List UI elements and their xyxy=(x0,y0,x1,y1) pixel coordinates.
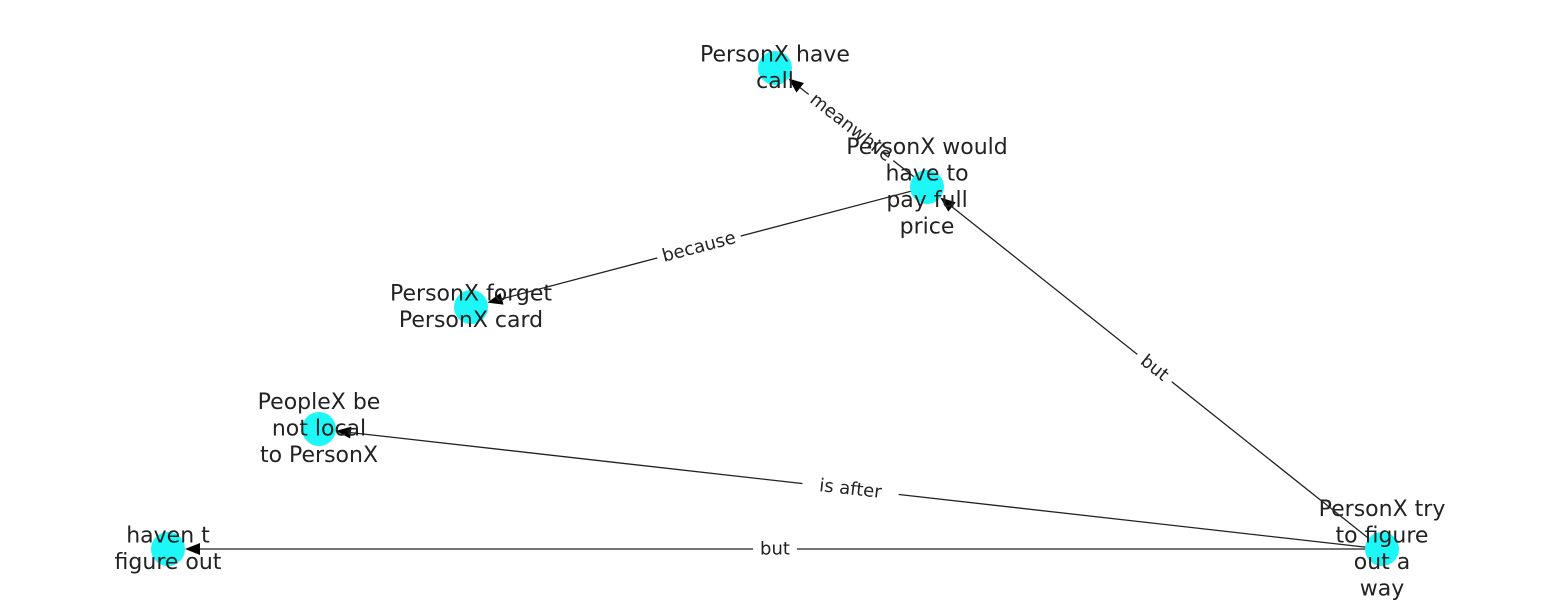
node-label-line: out a xyxy=(1354,550,1411,575)
node-label-line: price xyxy=(900,214,955,239)
edge-label-text: because xyxy=(660,227,738,266)
node-forget xyxy=(454,290,488,324)
node-label-line: call xyxy=(756,69,794,94)
arrowhead-try-to-haven xyxy=(185,543,200,555)
node-label-line: way xyxy=(1360,576,1405,601)
node-label-line: pay full xyxy=(886,188,967,213)
node-label-line: PeopleX be xyxy=(258,390,381,415)
arrowhead-try-to-pay xyxy=(940,197,956,212)
node-label-line: to PersonX xyxy=(260,443,378,468)
edge-label-try-to-pay: but xyxy=(1129,344,1180,392)
edge-label-background xyxy=(801,84,901,171)
edge-label-background xyxy=(1129,344,1180,392)
node-label-line: have to xyxy=(885,161,968,186)
node-label-call: PersonX have call xyxy=(700,42,850,94)
node-label-line: PersonX try xyxy=(1319,497,1446,522)
arrowhead-pay-to-call xyxy=(788,78,804,93)
node-label-haven: haven t figure out xyxy=(115,523,222,575)
edge-label-background xyxy=(654,224,744,270)
node-try xyxy=(1365,532,1399,566)
edge-label-pay-to-forget: because xyxy=(654,224,744,270)
node-label-line: figure out xyxy=(115,550,222,575)
node-label-try: PersonX try to figure out a way xyxy=(1319,497,1446,602)
arrowhead-try-to-local xyxy=(335,426,352,439)
node-label-line: PersonX card xyxy=(399,308,543,333)
node-label-line: PersonX would xyxy=(846,135,1007,160)
edge-label-background xyxy=(801,471,900,507)
node-label-pay: PersonX would have to pay full price xyxy=(846,135,1007,240)
node-label-line: to figure xyxy=(1336,523,1429,548)
node-label-local: PeopleX be not local to PersonX xyxy=(258,390,381,468)
node-label-line: PersonX have xyxy=(700,42,850,67)
edge-label-try-to-haven: but xyxy=(753,537,797,561)
node-pay xyxy=(910,170,944,204)
arrowhead-pay-to-forget xyxy=(487,293,504,305)
node-haven xyxy=(151,532,185,566)
node-local xyxy=(302,412,336,446)
edge-label-background xyxy=(753,537,797,561)
node-call xyxy=(758,51,792,85)
node-label-line: PersonX forget xyxy=(390,281,552,306)
edge-label-try-to-local: is after xyxy=(801,471,900,507)
edge-label-text: but xyxy=(760,539,790,560)
node-label-forget: PersonX forget PersonX card xyxy=(390,281,552,333)
node-label-line: not local xyxy=(272,417,366,442)
edge-label-text: is after xyxy=(818,475,883,503)
node-label-line: haven t xyxy=(126,523,210,548)
